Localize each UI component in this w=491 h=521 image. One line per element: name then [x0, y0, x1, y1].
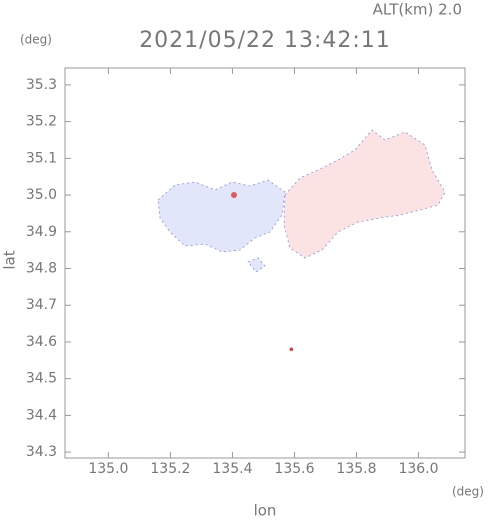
y-tick-label: 35.3: [26, 77, 57, 93]
x-tick-label: 135.8: [336, 461, 376, 477]
chart-title: 2021/05/22 13:42:11: [139, 28, 391, 53]
echo-cell: [231, 192, 237, 198]
y-tick-label: 34.5: [26, 371, 57, 387]
x-tick-label: 135.6: [274, 461, 314, 477]
y-tick-label: 34.4: [26, 407, 57, 423]
y-tick-label: 35.2: [26, 114, 57, 130]
echo-area-blue-small: [247, 257, 266, 273]
y-unit: (deg): [20, 33, 52, 47]
plot-frame: [64, 67, 466, 459]
echo-area-blue: [157, 179, 286, 253]
x-tick-label: 135.2: [150, 461, 190, 477]
echo-areas: [157, 129, 446, 273]
echo-area-pink: [283, 129, 446, 259]
x-tick-label: 136.0: [398, 461, 438, 477]
x-axis-label: lon: [254, 502, 277, 520]
x-unit: (deg): [452, 485, 484, 499]
y-axis-label: lat: [1, 250, 19, 269]
y-tick-label: 34.6: [26, 334, 57, 350]
y-tick-label: 35.1: [26, 150, 57, 166]
point: [289, 347, 294, 352]
y-tick-label: 34.8: [26, 261, 57, 277]
y-tick-label: 34.7: [26, 297, 57, 313]
y-tick-label: 35.0: [26, 187, 57, 203]
chart-subtitle: ALT(km) 2.0: [373, 1, 462, 19]
x-tick-label: 135.4: [212, 461, 252, 477]
y-tick-label: 34.9: [26, 224, 57, 240]
y-tick-label: 34.3: [26, 444, 57, 460]
x-tick-label: 135.0: [88, 461, 128, 477]
